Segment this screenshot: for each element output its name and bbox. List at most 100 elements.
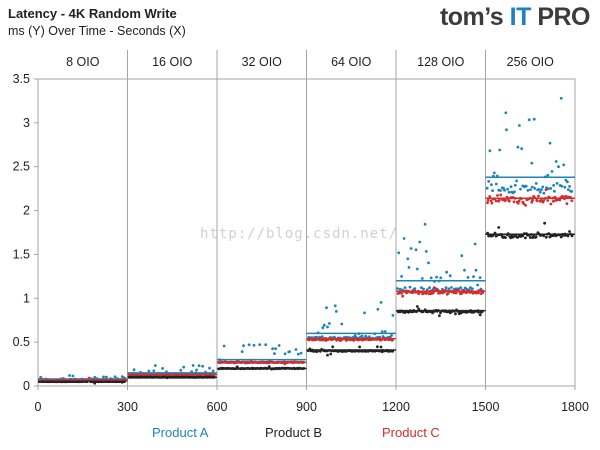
point-product-a-seg4-5 — [402, 237, 406, 240]
point-product-a-seg1-60 — [201, 364, 205, 368]
point-product-a-seg5-54 — [552, 184, 555, 187]
point-product-a-seg5-43 — [538, 190, 542, 194]
point-product-a-seg5-39 — [533, 187, 537, 190]
point-product-c-seg5-8 — [496, 194, 499, 197]
x-tick-label-5: 1500 — [472, 400, 500, 414]
legend-product-c: Product C — [382, 425, 440, 440]
y-tick-label-1: 0.5 — [13, 335, 30, 349]
point-product-a-seg3-11 — [320, 335, 324, 338]
point-product-a-seg4-6 — [403, 286, 407, 289]
point-product-a-seg5-32 — [524, 184, 528, 188]
point-product-a-seg5-22 — [513, 190, 516, 194]
point-product-a-seg3-12 — [321, 326, 325, 330]
point-product-a-seg5-62 — [562, 163, 566, 167]
point-product-c-seg4-46 — [452, 291, 456, 295]
point-product-a-seg5-1 — [487, 180, 491, 183]
point-product-a-seg5-35 — [529, 188, 532, 192]
point-product-c-seg4-35 — [438, 291, 442, 295]
segment-label-1: 16 OIO — [152, 55, 193, 69]
point-product-a-seg3-60 — [380, 330, 384, 333]
point-product-a-seg5-56 — [554, 160, 558, 163]
point-product-a-seg5-2 — [488, 149, 492, 153]
point-product-c-seg5-1 — [486, 198, 490, 202]
point-product-a-seg4-67 — [478, 276, 482, 279]
y-tick-label-3: 1.5 — [13, 247, 30, 261]
point-product-c-seg5-7 — [494, 199, 498, 203]
segment-label-5: 256 OIO — [507, 55, 555, 69]
point-product-a-seg5-58 — [557, 165, 560, 169]
point-product-c-seg5-37 — [531, 198, 534, 202]
point-product-a-seg3-46 — [363, 311, 366, 315]
point-product-a-seg2-33 — [258, 343, 262, 346]
point-product-a-seg4-11 — [409, 247, 413, 250]
point-product-a-seg4-23 — [424, 250, 428, 253]
point-product-b-seg5-46 — [542, 234, 546, 238]
y-tick-label-5: 2.5 — [13, 160, 30, 174]
point-product-a-seg5-10 — [498, 148, 502, 152]
point-product-c-seg5-31 — [524, 203, 527, 207]
point-product-a-seg4-51 — [459, 286, 462, 289]
point-product-c-seg5-22 — [512, 200, 516, 204]
point-product-c-seg5-49 — [546, 199, 550, 202]
point-product-a-seg5-69 — [570, 190, 574, 193]
point-product-a-seg5-37 — [530, 185, 534, 189]
point-product-c-seg3-69 — [391, 338, 394, 342]
point-product-b-seg3-59 — [379, 345, 383, 349]
point-product-c-seg4-30 — [432, 286, 436, 289]
point-product-a-seg1-16 — [147, 369, 151, 373]
x-tick-label-0: 0 — [35, 400, 42, 414]
point-product-a-seg5-15 — [504, 111, 508, 115]
point-product-c-seg5-69 — [570, 199, 574, 203]
watermark: http://blog.csdn.net/ — [200, 226, 399, 242]
point-product-a-seg5-34 — [527, 118, 531, 122]
point-product-a-seg5-27 — [519, 187, 522, 191]
point-product-a-seg4-3 — [400, 275, 403, 278]
point-product-c-seg4-48 — [454, 291, 458, 295]
point-product-a-seg1-52 — [191, 364, 195, 367]
point-product-a-seg2-19 — [240, 350, 244, 353]
point-product-a-seg2-45 — [273, 352, 276, 355]
point-product-c-seg5-10 — [498, 198, 501, 202]
point-product-b-seg5-15 — [504, 236, 507, 240]
point-product-a-seg2-58 — [288, 350, 291, 353]
point-product-a-seg3-15 — [325, 306, 328, 310]
point-product-a-seg5-53 — [550, 170, 554, 173]
point-product-a-seg1-57 — [197, 364, 201, 367]
point-product-a-seg4-1 — [397, 251, 401, 255]
point-product-c-seg4-41 — [446, 292, 450, 295]
point-product-a-seg4-65 — [476, 283, 479, 287]
x-tick-label-6: 1800 — [561, 400, 589, 414]
point-product-b-seg4-16 — [415, 305, 419, 308]
point-product-a-seg4-15 — [414, 248, 418, 252]
point-product-a-seg5-33 — [526, 189, 530, 192]
point-product-a-seg4-27 — [429, 276, 433, 280]
point-product-a-seg4-16 — [415, 267, 419, 271]
point-product-a-seg3-7 — [315, 335, 319, 339]
point-product-a-seg3-27 — [340, 322, 344, 326]
point-product-b-seg3-20 — [331, 345, 335, 349]
point-product-b-seg3-42 — [358, 345, 361, 349]
point-product-b-seg5-35 — [528, 236, 532, 239]
point-product-a-seg4-20 — [420, 277, 424, 280]
point-product-c-seg5-65 — [565, 202, 569, 206]
point-product-a-seg5-40 — [534, 182, 538, 185]
point-product-b-seg2-41 — [267, 365, 271, 368]
segment-label-4: 128 OIO — [417, 55, 465, 69]
point-product-a-seg5-45 — [541, 185, 545, 189]
point-product-a-seg4-8 — [406, 257, 410, 261]
point-product-a-seg4-64 — [474, 268, 478, 272]
point-product-a-seg5-57 — [555, 182, 559, 185]
point-product-b-seg3-56 — [376, 345, 379, 349]
point-product-a-seg4-0 — [396, 287, 399, 290]
point-product-c-seg5-11 — [499, 193, 503, 197]
point-product-b-seg4-67 — [478, 313, 482, 317]
point-product-c-seg4-29 — [432, 291, 435, 295]
y-tick-label-7: 3.5 — [13, 72, 30, 86]
legend-product-a: Product A — [152, 425, 209, 440]
point-product-a-seg1-27 — [161, 367, 165, 370]
point-product-a-seg4-14 — [413, 287, 417, 290]
point-product-c-seg5-3 — [489, 199, 493, 203]
point-product-a-seg5-65 — [566, 180, 569, 184]
point-product-b-seg3-18 — [329, 352, 333, 356]
point-product-a-seg3-22 — [333, 304, 337, 308]
